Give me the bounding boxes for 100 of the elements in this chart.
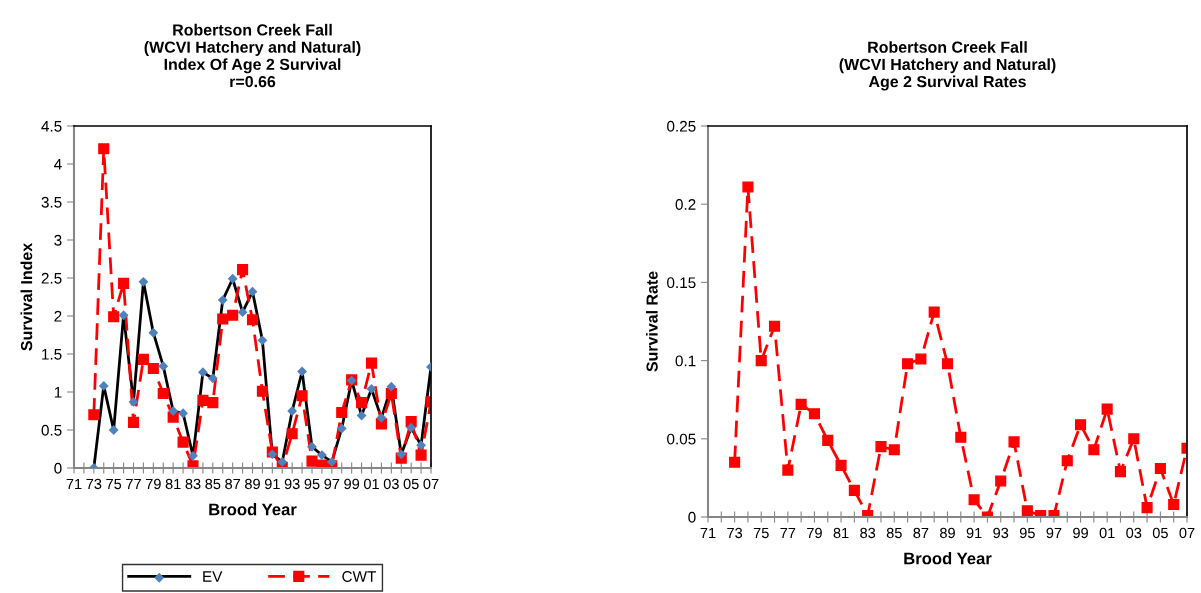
- x-tick-label: 89: [940, 527, 955, 539]
- point: [137, 353, 149, 365]
- point: [782, 464, 794, 476]
- x-tick-label: 05: [1152, 527, 1168, 539]
- x-tick-label: 87: [225, 478, 241, 490]
- point: [227, 309, 239, 321]
- point: [822, 434, 834, 446]
- point: [795, 398, 807, 410]
- y-tick-label: 0.1: [675, 355, 696, 367]
- y-tick-label: 3: [54, 234, 62, 246]
- point: [306, 455, 318, 467]
- point: [915, 353, 927, 365]
- point: [88, 409, 100, 421]
- y-tick-label: 0.5: [41, 424, 62, 436]
- point: [365, 357, 378, 369]
- x-tick-label: 07: [1179, 527, 1195, 539]
- x-tick-label: 85: [886, 527, 902, 539]
- point: [257, 335, 268, 346]
- y-tick-label: 1: [54, 387, 62, 398]
- point: [1114, 466, 1127, 478]
- x-tick-label: 91: [264, 478, 280, 490]
- point: [396, 449, 407, 460]
- x-tick-label: 93: [284, 478, 300, 490]
- legend-label: EV: [203, 571, 223, 582]
- point: [297, 366, 307, 377]
- point: [217, 313, 229, 325]
- x-tick-label: 73: [86, 478, 102, 490]
- x-tick-label: 01: [363, 478, 379, 490]
- point: [415, 449, 427, 461]
- point: [307, 441, 317, 452]
- x-axis-title: Brood Year: [904, 552, 992, 565]
- point: [108, 311, 120, 323]
- point: [1128, 433, 1140, 445]
- point: [317, 450, 327, 460]
- point: [108, 425, 119, 435]
- point: [742, 181, 754, 193]
- point: [148, 327, 159, 338]
- x-tick-label: 05: [403, 478, 419, 490]
- point: [207, 397, 219, 409]
- x-tick-label: 99: [344, 478, 360, 490]
- point: [296, 390, 308, 402]
- point: [158, 361, 169, 372]
- point: [888, 444, 900, 456]
- point: [1074, 419, 1087, 431]
- point: [237, 307, 248, 318]
- point: [928, 306, 940, 318]
- y-axis-title: Survival Index: [20, 242, 33, 351]
- point: [1168, 498, 1180, 511]
- point: [366, 384, 377, 394]
- point: [768, 320, 781, 332]
- point: [247, 286, 258, 297]
- x-tick-label: 83: [185, 478, 201, 490]
- point: [808, 408, 821, 420]
- x-tick-label: 95: [304, 478, 320, 490]
- y-tick-label: 2: [54, 310, 62, 322]
- x-tick-label: 03: [1126, 527, 1142, 539]
- point: [1154, 462, 1166, 475]
- y-tick-label: 4: [54, 159, 62, 170]
- point: [386, 381, 397, 392]
- point: [941, 358, 954, 370]
- point: [1021, 505, 1033, 517]
- point: [406, 422, 417, 433]
- point: [376, 412, 387, 423]
- point: [256, 385, 268, 397]
- y-tick-label: 0: [54, 462, 62, 474]
- point: [287, 406, 298, 416]
- x-tick-label: 97: [324, 478, 340, 490]
- point: [207, 373, 218, 384]
- point: [286, 428, 298, 440]
- point: [1088, 444, 1100, 456]
- point: [356, 410, 367, 421]
- point: [729, 456, 741, 468]
- point: [147, 362, 159, 374]
- x-tick-label: 03: [383, 478, 399, 490]
- point: [1141, 502, 1153, 514]
- x-tick-label: 75: [106, 478, 122, 490]
- point: [98, 381, 109, 391]
- point: [755, 355, 767, 367]
- x-tick-label: 75: [753, 527, 769, 539]
- x-tick-label: 97: [1046, 527, 1062, 539]
- x-tick-label: 77: [780, 527, 796, 538]
- point: [835, 459, 847, 471]
- y-tick-label: 0: [688, 511, 696, 523]
- x-tick-label: 85: [205, 478, 221, 490]
- x-tick-label: 81: [833, 527, 849, 539]
- point: [177, 436, 189, 448]
- y-tick-label: 3.5: [41, 196, 62, 208]
- x-tick-label: 81: [165, 478, 181, 490]
- point: [138, 276, 149, 287]
- point: [118, 310, 129, 321]
- x-tick-label: 71: [700, 527, 716, 538]
- y-tick-label: 0.25: [667, 120, 696, 132]
- y-tick-label: 0.05: [667, 433, 696, 445]
- x-tick-label: 83: [860, 527, 876, 539]
- point: [955, 431, 967, 443]
- y-tick-label: 4.5: [41, 121, 62, 132]
- point: [848, 484, 860, 496]
- x-tick-label: 71: [66, 478, 82, 489]
- x-tick-label: 77: [126, 478, 141, 489]
- chart-title: Robertson Creek Fall (WCVI Hatchery and Natural) Age 2 Survival Rates: [839, 41, 1056, 91]
